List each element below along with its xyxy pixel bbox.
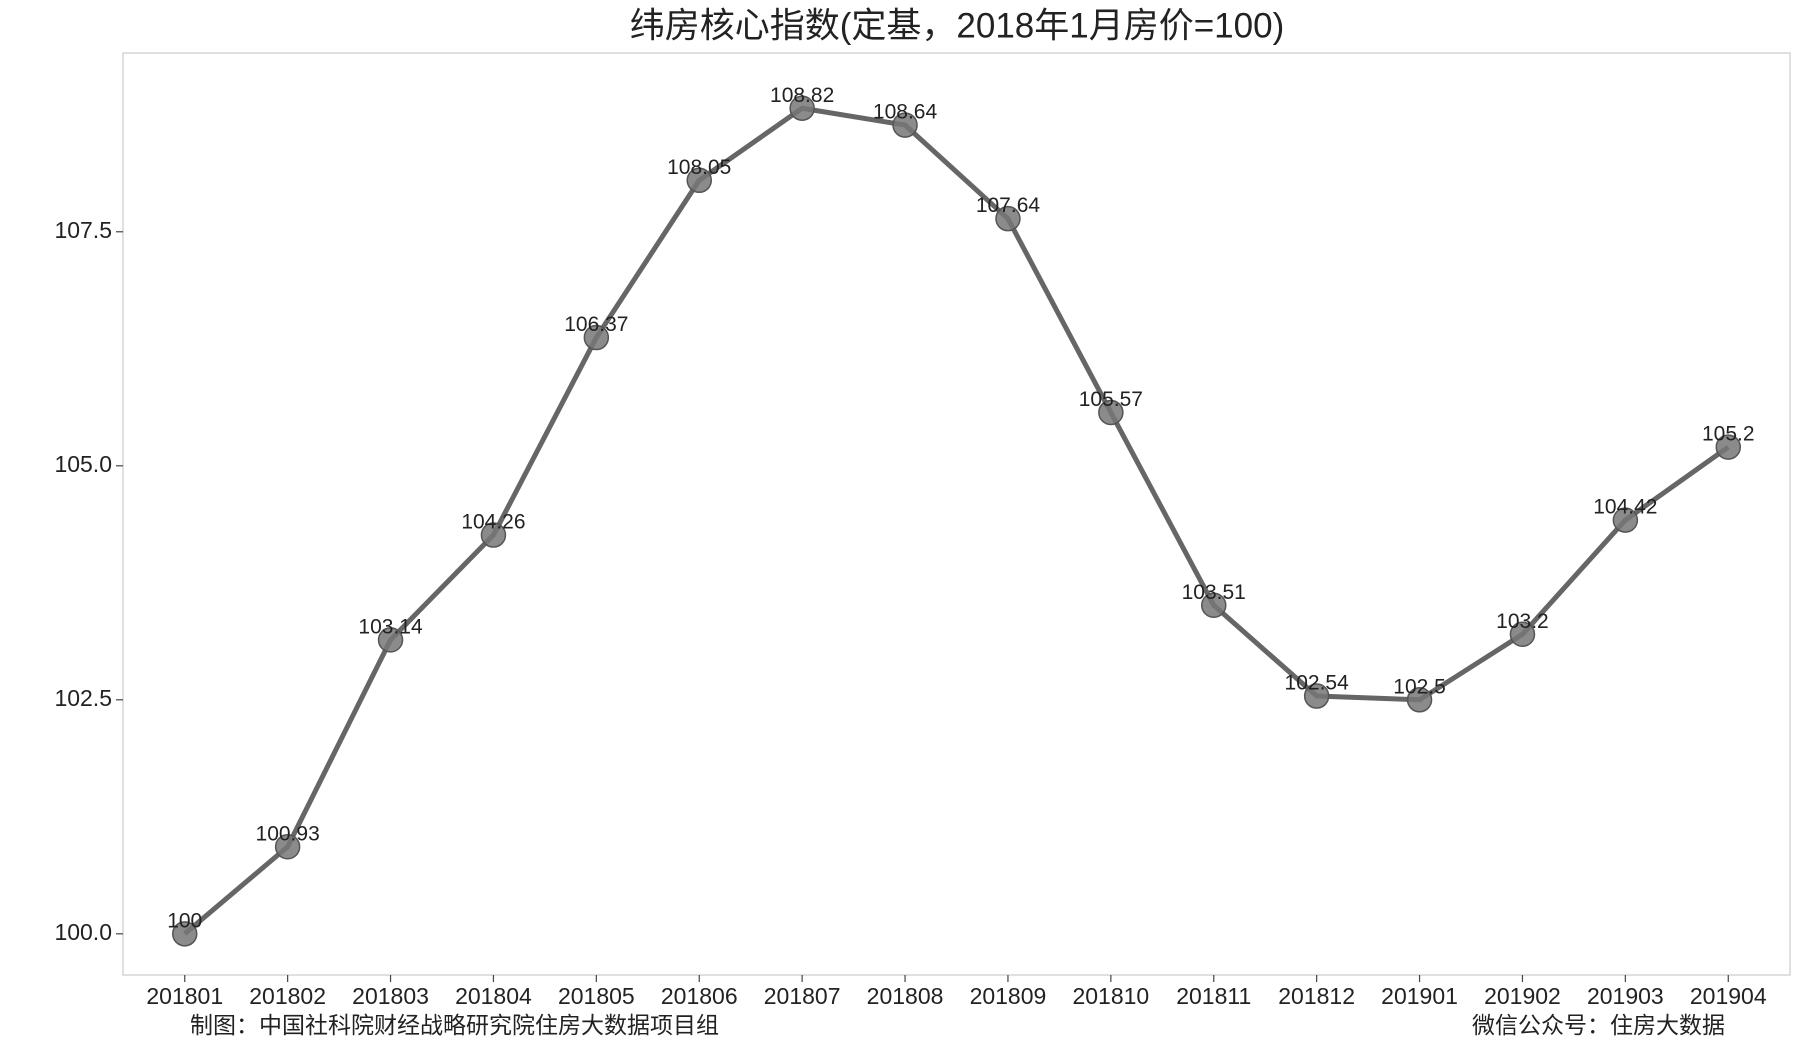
data-point [274, 834, 301, 860]
data-label: 100 [167, 909, 202, 932]
x-tick-label: 201802 [249, 983, 326, 1009]
data-point [892, 112, 918, 138]
x-tick-label: 201805 [558, 983, 635, 1009]
data-point [995, 205, 1021, 232]
x-tick-label: 201803 [352, 983, 429, 1009]
x-tick-label: 201806 [661, 983, 738, 1009]
data-label: 104.26 [461, 511, 525, 534]
x-tick-label: 201804 [455, 983, 532, 1009]
chart-title: 纬房核心指数(定基，2018年1月房价=100) [630, 6, 1284, 45]
data-label: 105.2 [1702, 423, 1755, 446]
data-label: 102.5 [1393, 675, 1446, 698]
x-tick-label: 201811 [1176, 983, 1251, 1009]
x-tick-label: 201902 [1484, 983, 1561, 1009]
data-label: 103.51 [1182, 581, 1246, 604]
x-tick-label: 201904 [1690, 983, 1767, 1009]
data-label: 105.57 [1079, 388, 1143, 411]
data-point [1098, 399, 1124, 426]
y-tick-label: 100.0 [54, 919, 112, 945]
data-point [171, 921, 198, 947]
data-point [1612, 507, 1639, 533]
y-tick-label: 102.5 [54, 685, 112, 711]
data-point [480, 522, 507, 548]
plot-panel [122, 52, 1791, 976]
data-point [686, 167, 712, 194]
x-tick-label: 201807 [764, 983, 841, 1009]
y-tick-label: 105.0 [54, 451, 112, 477]
data-point [1715, 434, 1742, 460]
data-line [183, 105, 1730, 936]
x-tick-label: 201810 [1072, 983, 1149, 1009]
x-tick-label: 201903 [1587, 983, 1664, 1009]
x-tick-label: 201901 [1381, 983, 1458, 1009]
data-label: 103.14 [358, 615, 423, 638]
y-tick-label: 107.5 [54, 217, 112, 243]
data-label: 104.42 [1593, 496, 1657, 519]
x-tick-label: 201809 [970, 983, 1047, 1009]
data-point [1406, 687, 1433, 713]
data-point [583, 324, 610, 351]
data-label: 100.93 [256, 822, 320, 845]
data-label: 106.37 [564, 313, 628, 336]
data-label: 107.64 [976, 194, 1041, 217]
data-label: 108.82 [770, 84, 834, 107]
credit-note: 微信公众号：住房大数据 [1472, 1012, 1725, 1038]
x-tick-label: 201812 [1278, 983, 1355, 1009]
data-label: 108.05 [667, 156, 731, 179]
data-point [789, 95, 815, 121]
data-label: 102.54 [1285, 672, 1350, 695]
data-point [1201, 592, 1227, 619]
x-tick-label: 201801 [146, 983, 223, 1009]
data-label: 103.2 [1496, 610, 1549, 633]
data-point [1303, 683, 1330, 709]
source-note: 制图：中国社科院财经战略研究院住房大数据项目组 [190, 1012, 719, 1038]
data-point [377, 627, 404, 653]
x-tick-label: 201808 [867, 983, 944, 1009]
data-label: 108.64 [873, 101, 938, 124]
data-point [1509, 621, 1536, 648]
